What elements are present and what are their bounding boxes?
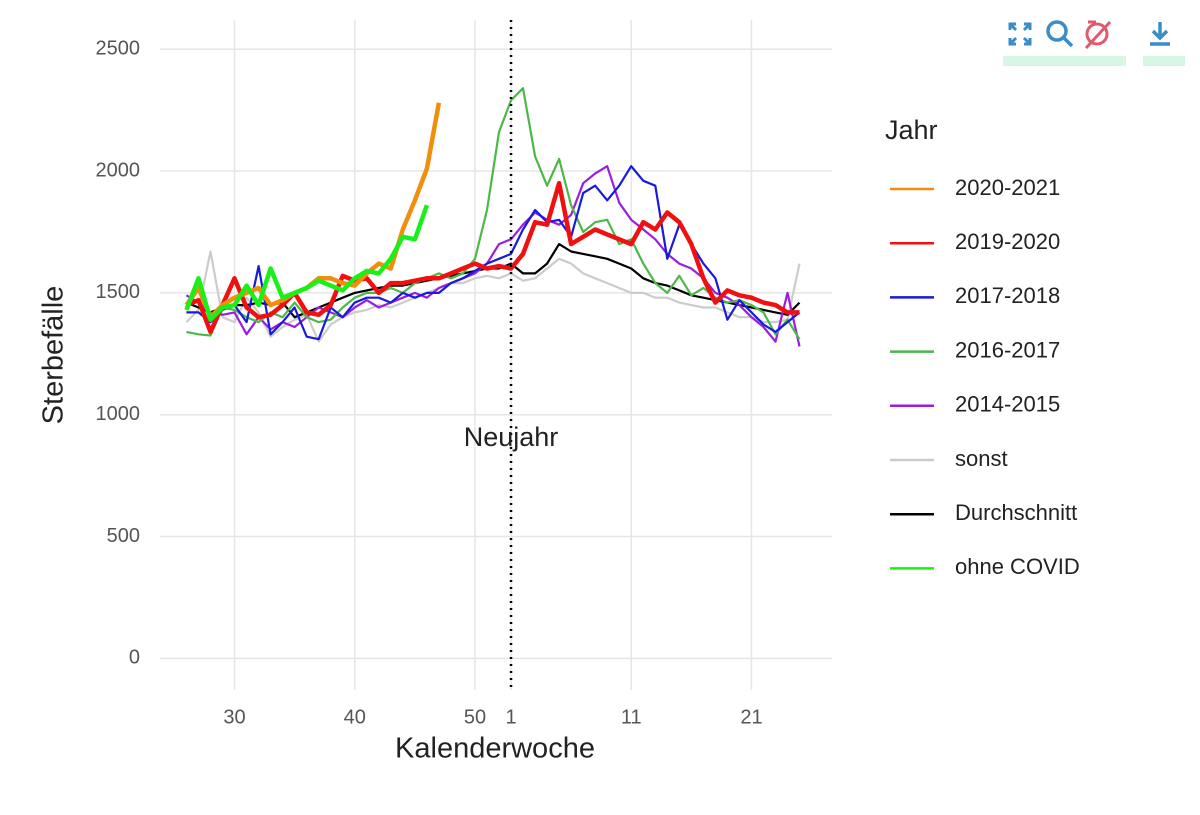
x-axis-title: Kalenderwoche [395, 733, 595, 765]
x-tick-label: 50 [464, 706, 486, 728]
y-tick-label: 1000 [96, 403, 141, 425]
y-tick-label: 2000 [96, 159, 141, 181]
reset-button[interactable] [1084, 20, 1112, 50]
x-tick-label: 21 [740, 706, 762, 728]
series-line [185, 250, 801, 343]
x-tick-label: 30 [223, 706, 245, 728]
download-button[interactable] [1150, 22, 1170, 46]
y-tick-label: 500 [107, 525, 140, 547]
series-line [184, 204, 430, 322]
legend-title: Jahr [885, 115, 938, 145]
toolbar-bar [1143, 56, 1185, 66]
x-tick-label: 11 [621, 706, 642, 728]
legend-label: sonst [955, 446, 1008, 471]
series-line [185, 165, 801, 347]
y-axis-title: Sterbefälle [38, 286, 70, 425]
series-line [186, 165, 801, 341]
legend-label: 2014-2015 [955, 392, 1060, 417]
legend-label: 2016-2017 [955, 337, 1060, 362]
toolbar [1003, 20, 1185, 66]
x-tick-label: 1 [505, 706, 516, 728]
legend-label: Durchschnitt [955, 500, 1077, 525]
series-line [186, 87, 801, 340]
legend-label: 2020-2021 [955, 175, 1060, 200]
x-tick-label: 40 [344, 706, 366, 728]
vline-label: Neujahr [464, 422, 559, 452]
legend-label: 2017-2018 [955, 283, 1060, 308]
autoscale-button[interactable] [1008, 22, 1032, 46]
toolbar-bar [1003, 56, 1126, 66]
series-line [185, 180, 800, 335]
legend-label: ohne COVID [955, 554, 1080, 579]
y-tick-label: 2500 [96, 38, 141, 60]
y-tick-label: 0 [129, 647, 140, 669]
y-tick-label: 1500 [96, 281, 141, 303]
legend-label: 2019-2020 [955, 229, 1060, 254]
zoom-button[interactable] [1046, 20, 1074, 48]
